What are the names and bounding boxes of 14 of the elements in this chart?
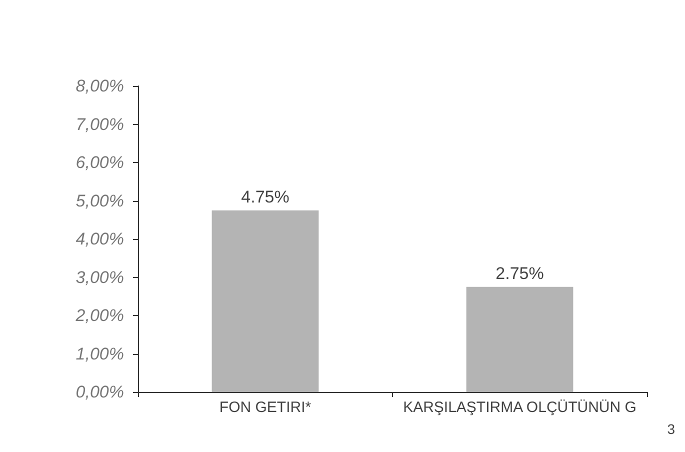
x-tick-label: FON GETIRI*	[219, 399, 312, 416]
data-label: 4.75%	[241, 187, 290, 206]
y-tick-label: 2,00%	[74, 306, 124, 325]
y-tick-label: 7,00%	[76, 114, 124, 134]
y-tick-label: 0,00%	[76, 382, 124, 402]
y-tick-label: 3,00%	[76, 268, 124, 287]
data-label: 2.75%	[496, 264, 544, 283]
x-tick-label: KARŞILAŞTIRMA OLÇÜTÜNÜN G	[403, 399, 636, 416]
y-tick-label: 4,00%	[76, 230, 124, 248]
text: 3	[667, 421, 676, 437]
y-tick-label: 1,00%	[76, 344, 124, 364]
y-tick-label: 6,00%	[76, 153, 124, 172]
y-tick-label: 8,00%	[76, 76, 124, 96]
y-tick-label: 5,00%	[76, 191, 124, 210]
